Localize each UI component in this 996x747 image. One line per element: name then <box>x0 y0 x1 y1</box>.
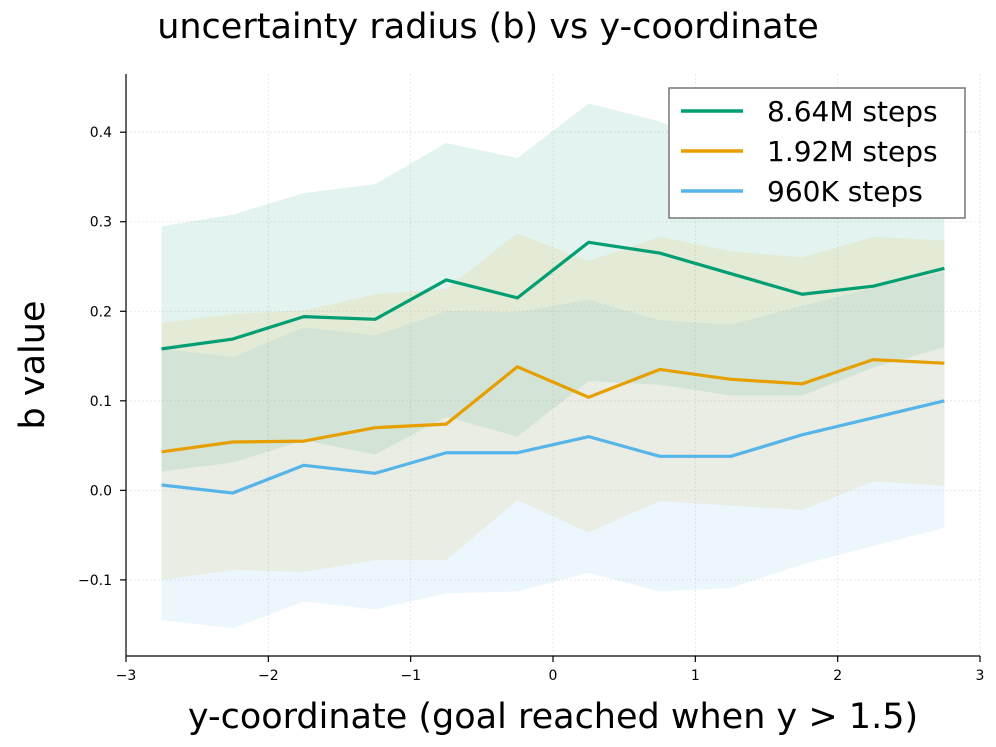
x-ticks: −3 −2 −1 0 1 2 3 <box>116 656 985 684</box>
y-ticks: −0.1 0.0 0.1 0.2 0.3 0.4 <box>78 125 126 589</box>
series-line <box>161 399 945 495</box>
chart-title: uncertainty radius (b) vs y-coordinate <box>157 7 819 47</box>
x-tick-label: 1 <box>691 668 700 684</box>
x-tick-label: 2 <box>833 668 842 684</box>
y-tick-label: 0.0 <box>90 483 112 499</box>
x-tick-label: −1 <box>400 668 421 684</box>
legend-label: 960K steps <box>767 175 923 208</box>
legend-label: 8.64M steps <box>767 95 938 128</box>
y-tick-label: 0.3 <box>90 215 112 231</box>
x-tick-label: 3 <box>976 668 985 684</box>
y-tick-label: 0.1 <box>90 394 112 410</box>
series-line <box>161 240 945 351</box>
series-line <box>161 358 945 454</box>
series-lines <box>161 240 945 495</box>
legend-label: 1.92M steps <box>767 135 938 168</box>
x-tick-label: 0 <box>549 668 558 684</box>
y-axis-label: b value <box>13 301 53 430</box>
x-tick-label: −3 <box>116 668 137 684</box>
y-tick-label: 0.2 <box>90 304 112 320</box>
legend: 8.64M steps 1.92M steps 960K steps <box>668 87 966 219</box>
confidence-band <box>161 271 945 629</box>
grid <box>125 74 981 656</box>
y-tick-label: −0.1 <box>78 573 112 589</box>
x-axis-label: y-coordinate (goal reached when y > 1.5) <box>188 697 918 737</box>
y-tick-label: 0.4 <box>90 125 112 141</box>
x-tick-label: −2 <box>258 668 279 684</box>
